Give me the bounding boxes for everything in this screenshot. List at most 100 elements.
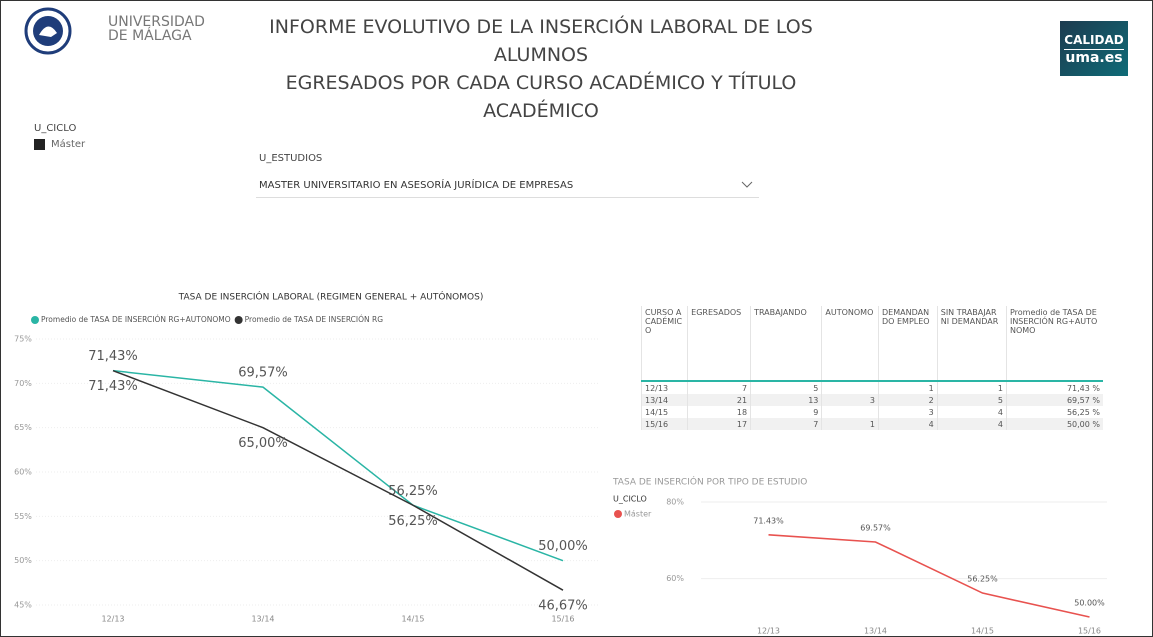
table-cell: 13/14 bbox=[640, 394, 688, 406]
table-row: 12/13 7 5 1 1 71,43 % bbox=[640, 381, 1103, 394]
table-cell: 4 bbox=[936, 406, 1007, 418]
data-label: 56,25% bbox=[388, 514, 438, 529]
ciclo-slicer-label: U_CICLO bbox=[34, 123, 77, 134]
table-cell: 69,57 % bbox=[1005, 394, 1103, 406]
legend-marker bbox=[614, 510, 622, 518]
x-tick-label: 15/16 bbox=[551, 615, 574, 624]
table-row: 15/16 17 7 1 4 4 50,00 % bbox=[640, 418, 1103, 430]
table-row: 13/14 21 13 3 2 5 69,57 % bbox=[640, 394, 1103, 406]
legend-title: U_CICLO bbox=[613, 495, 647, 504]
estudios-dropdown[interactable]: MASTER UNIVERSITARIO EN ASESORÍA JURÍDIC… bbox=[256, 173, 759, 198]
table-cell: 3 bbox=[878, 406, 938, 418]
legend-marker bbox=[234, 316, 243, 324]
y-tick-label: 60% bbox=[666, 574, 684, 583]
column-header: Promedio de TASA DE INSERCIÓN RG+AUTONOM… bbox=[1005, 306, 1103, 382]
table-cell: 5 bbox=[750, 381, 822, 394]
table-cell: 14/15 bbox=[640, 406, 688, 418]
chart-title: TASA DE INSERCIÓN LABORAL (REGIMEN GENER… bbox=[178, 291, 484, 303]
x-tick-label: 13/14 bbox=[251, 615, 274, 624]
university-line: DE MÁLAGA bbox=[108, 28, 192, 44]
chart-title: TASA DE INSERCIÓN POR TIPO DE ESTUDIO bbox=[612, 476, 807, 488]
legend-label: Máster bbox=[624, 510, 652, 519]
data-label: 50.00% bbox=[1074, 599, 1105, 608]
university-name: UNIVERSIDAD DE MÁLAGA bbox=[108, 15, 205, 43]
table-cell: 1 bbox=[821, 418, 879, 430]
table-cell: 18 bbox=[687, 406, 751, 418]
data-label: 69,57% bbox=[238, 366, 288, 381]
slicer-item-text[interactable]: Máster bbox=[51, 139, 86, 150]
data-label: 46,67% bbox=[538, 599, 588, 614]
badge-line: CALIDAD bbox=[1064, 33, 1124, 47]
y-tick-label: 75% bbox=[14, 335, 32, 344]
column-header: EGRESADOS bbox=[687, 306, 751, 382]
x-tick-label: 12/13 bbox=[757, 627, 780, 636]
y-tick-label: 60% bbox=[14, 468, 32, 477]
title-line: EGRESADOS POR CADA CURSO ACADÉMICO Y TÍT… bbox=[285, 72, 797, 122]
table-cell: 1 bbox=[878, 381, 938, 394]
report-title: INFORME EVOLUTIVO DE LA INSERCIÓN LABORA… bbox=[241, 13, 841, 125]
x-tick-label: 14/15 bbox=[971, 627, 994, 636]
legend-label: Promedio de TASA DE INSERCIÓN RG+AUTONOM… bbox=[41, 315, 231, 324]
y-tick-label: 65% bbox=[14, 423, 32, 432]
column-header: CURSO ACADÉMICO bbox=[640, 306, 688, 382]
series-line bbox=[112, 369, 564, 562]
legend-marker bbox=[31, 316, 39, 324]
data-table: CURSO ACADÉMICO EGRESADOS TRABAJANDO AUTONO… bbox=[640, 306, 1103, 430]
data-label: 69.57% bbox=[860, 523, 891, 532]
x-tick-label: 15/16 bbox=[1078, 627, 1101, 636]
table-cell: 17 bbox=[687, 418, 751, 430]
estudios-slicer-label: U_ESTUDIOS bbox=[259, 153, 323, 164]
series-line bbox=[768, 534, 1090, 618]
table-cell bbox=[821, 381, 879, 394]
y-tick-label: 45% bbox=[14, 601, 32, 610]
table-cell: 5 bbox=[936, 394, 1007, 406]
x-tick-label: 13/14 bbox=[864, 627, 887, 636]
table-cell: 7 bbox=[687, 381, 751, 394]
university-seal bbox=[24, 7, 72, 55]
data-label: 71.43% bbox=[753, 516, 784, 525]
table-cell: 7 bbox=[750, 418, 822, 430]
column-header: TRABAJANDO bbox=[750, 306, 822, 382]
university-line: UNIVERSIDAD bbox=[108, 14, 205, 30]
table-cell: 71,43 % bbox=[1005, 381, 1103, 394]
data-label: 71,43% bbox=[88, 379, 138, 394]
data-label: 56,25% bbox=[388, 484, 438, 499]
series-line bbox=[112, 369, 564, 591]
data-label: 50,00% bbox=[538, 539, 588, 554]
dropdown-value[interactable]: MASTER UNIVERSITARIO EN ASESORÍA JURÍDIC… bbox=[259, 180, 574, 191]
table-cell: 12/13 bbox=[640, 381, 688, 394]
legend-label: Promedio de TASA DE INSERCIÓN RG bbox=[245, 315, 384, 324]
quality-badge: CALIDAD uma.es bbox=[1060, 21, 1128, 76]
column-header: AUTONOMO bbox=[821, 306, 879, 382]
table-cell: 4 bbox=[936, 418, 1007, 430]
table-cell: 56,25 % bbox=[1005, 406, 1103, 418]
y-tick-label: 50% bbox=[14, 556, 32, 565]
table-cell: 4 bbox=[878, 418, 938, 430]
badge-line: uma.es bbox=[1064, 49, 1124, 66]
checkbox[interactable] bbox=[34, 139, 45, 150]
table-cell: 9 bbox=[750, 406, 822, 418]
x-tick-label: 12/13 bbox=[101, 615, 124, 624]
x-tick-label: 14/15 bbox=[401, 615, 424, 624]
data-label: 71,43% bbox=[88, 349, 138, 364]
table-cell: 3 bbox=[821, 394, 879, 406]
header-row: CURSO ACADÉMICO EGRESADOS TRABAJANDO AUTONO… bbox=[640, 306, 1103, 382]
y-tick-label: 70% bbox=[14, 379, 32, 388]
ciclo-slicer-item[interactable]: Máster bbox=[34, 139, 85, 150]
title-line: INFORME EVOLUTIVO DE LA INSERCIÓN LABORA… bbox=[269, 16, 813, 66]
chevron[interactable] bbox=[741, 181, 753, 189]
column-header: SIN TRABAJAR NI DEMANDAR bbox=[936, 306, 1007, 382]
y-tick-label: 80% bbox=[666, 498, 684, 507]
data-label: 65,00% bbox=[238, 436, 288, 451]
table-cell: 2 bbox=[878, 394, 938, 406]
table-cell: 50,00 % bbox=[1005, 418, 1103, 430]
data-label: 56.25% bbox=[967, 575, 998, 584]
table-cell bbox=[821, 406, 879, 418]
table-cell: 13 bbox=[750, 394, 822, 406]
table-cell: 1 bbox=[936, 381, 1007, 394]
table-cell: 21 bbox=[687, 394, 751, 406]
table-cell: 15/16 bbox=[640, 418, 688, 430]
column-header: DEMANDANDO EMPLEO bbox=[878, 306, 938, 382]
